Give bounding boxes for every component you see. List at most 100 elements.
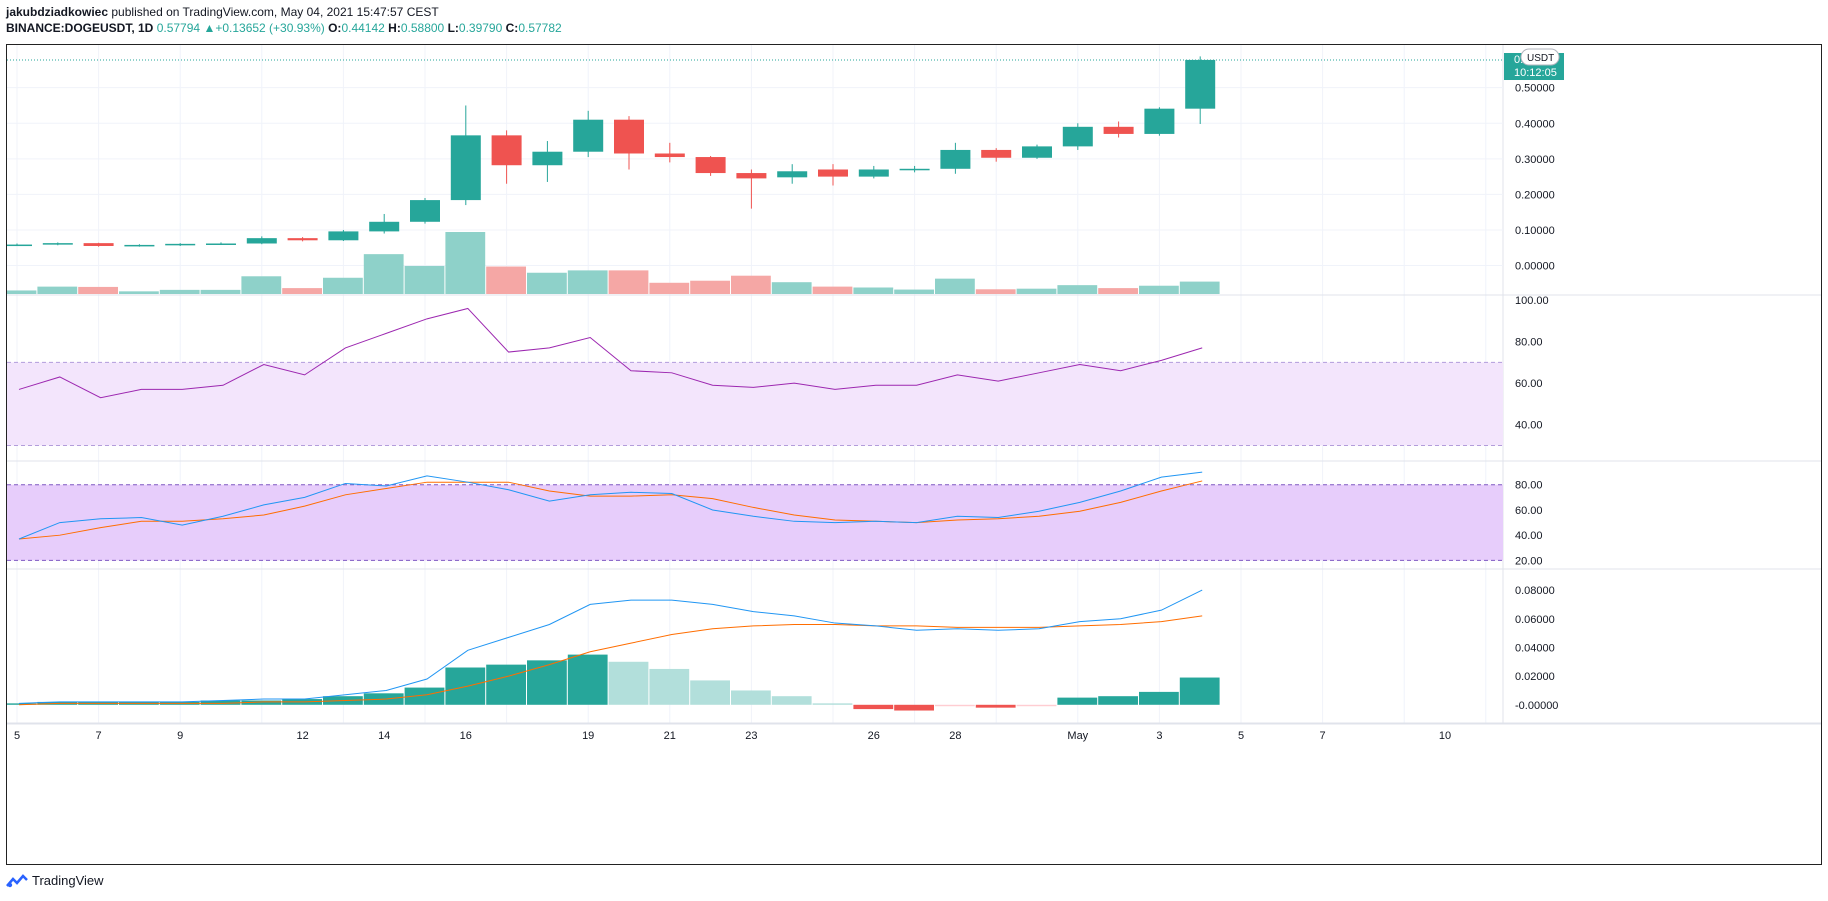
stoch-axis-label: 40.00 bbox=[1515, 530, 1543, 542]
volume-bar bbox=[1057, 285, 1098, 294]
price-axis-label: 0.00000 bbox=[1515, 261, 1555, 273]
candle-body bbox=[899, 168, 930, 171]
candle-body bbox=[246, 238, 277, 244]
volume-bar bbox=[894, 289, 934, 294]
macd-histogram-bar bbox=[1179, 677, 1220, 705]
candle-body bbox=[1103, 126, 1134, 134]
author-name[interactable]: jakubdziadkowiec bbox=[6, 5, 109, 19]
time-axis-label: 23 bbox=[745, 730, 757, 742]
bar-countdown: 10:12:05 bbox=[1514, 67, 1557, 79]
macd-histogram-bar bbox=[1139, 691, 1179, 705]
price-axis-label: 0.10000 bbox=[1515, 225, 1555, 237]
candle-body bbox=[532, 151, 563, 166]
volume-bar bbox=[119, 291, 159, 294]
open-label: O: bbox=[328, 21, 342, 35]
macd-histogram-bar bbox=[1098, 696, 1138, 705]
chart-header: jakubdziadkowiec published on TradingVie… bbox=[6, 4, 562, 36]
macd-axis-label: -0.00000 bbox=[1515, 700, 1558, 712]
time-axis-label: 7 bbox=[96, 730, 102, 742]
volume-bar bbox=[935, 278, 975, 294]
macd-axis-label: 0.04000 bbox=[1515, 642, 1555, 654]
macd-signal-line bbox=[18, 615, 1203, 706]
volume-bar bbox=[159, 289, 200, 294]
candle-body bbox=[858, 169, 889, 177]
chart-canvas[interactable]: 0.50000 0.40000 0.30000 0.20000 0.10000 0.000… bbox=[0, 45, 1821, 864]
price-axis-label: 0.30000 bbox=[1515, 154, 1555, 166]
macd-histogram-bar bbox=[690, 680, 730, 705]
macd-histogram-bar bbox=[975, 704, 1016, 708]
time-axis-label: 16 bbox=[460, 730, 472, 742]
volume-bar bbox=[282, 288, 322, 294]
macd-line bbox=[18, 589, 1203, 704]
time-axis-label: 3 bbox=[1156, 730, 1162, 742]
stoch-k-line bbox=[18, 471, 1203, 540]
rsi-axis-label: 100.00 bbox=[1515, 295, 1549, 307]
candle-body bbox=[695, 157, 726, 174]
high-label: H: bbox=[388, 21, 401, 35]
candle-body bbox=[410, 200, 440, 222]
time-axis-label: 9 bbox=[177, 730, 183, 742]
candle-body bbox=[165, 243, 196, 246]
rsi-axis-label: 40.00 bbox=[1515, 420, 1543, 432]
tradingview-footer[interactable]: TradingView bbox=[6, 873, 104, 888]
macd-histogram-bar bbox=[241, 700, 282, 705]
time-axis-label: 5 bbox=[1238, 730, 1244, 742]
candle-body bbox=[206, 243, 236, 245]
volume-bar bbox=[567, 270, 608, 294]
volume-bar bbox=[1139, 285, 1179, 294]
candle-body bbox=[491, 135, 522, 166]
macd-histogram-bar bbox=[894, 704, 934, 711]
volume-bar bbox=[608, 270, 649, 294]
rsi-axis-label: 60.00 bbox=[1515, 378, 1543, 390]
time-axis-label: 14 bbox=[378, 730, 390, 742]
volume-bar bbox=[771, 282, 812, 294]
volume-bar bbox=[690, 280, 730, 294]
macd-histogram-bar bbox=[445, 667, 486, 705]
macd-histogram-bar bbox=[1016, 704, 1057, 707]
chart-frame[interactable]: 0.50000 0.40000 0.30000 0.20000 0.10000 0.000… bbox=[0, 44, 1822, 865]
macd-histogram-bar bbox=[567, 654, 608, 705]
volume-bar bbox=[0, 290, 37, 294]
macd-histogram-bar bbox=[0, 703, 37, 705]
volume-bar bbox=[1016, 288, 1057, 294]
candle-body bbox=[573, 119, 604, 152]
macd-histogram-bar bbox=[771, 696, 812, 705]
time-axis-label: May bbox=[1067, 730, 1088, 742]
stoch-axis-label: 80.00 bbox=[1515, 480, 1543, 492]
candle-body bbox=[1062, 126, 1093, 147]
candle-body bbox=[818, 169, 848, 177]
candle-body bbox=[614, 119, 644, 154]
macd-axis-label: 0.06000 bbox=[1515, 614, 1555, 626]
macd-histogram-bar bbox=[200, 700, 241, 705]
time-axis-label: 19 bbox=[582, 730, 594, 742]
candle-body bbox=[736, 173, 767, 179]
volume-series bbox=[0, 232, 1220, 294]
rsi-line bbox=[18, 307, 1203, 399]
macd-histogram-bar bbox=[1057, 697, 1098, 705]
candle-body bbox=[777, 171, 808, 178]
volume-bar bbox=[200, 289, 241, 294]
high-value: 0.58800 bbox=[400, 21, 445, 35]
macd-histogram-bar bbox=[935, 704, 975, 707]
volume-bar bbox=[812, 286, 853, 294]
time-axis-label: 28 bbox=[949, 730, 961, 742]
price-axis-label: 0.20000 bbox=[1515, 189, 1555, 201]
volume-bar bbox=[527, 272, 567, 294]
macd-histogram-bar bbox=[404, 687, 445, 705]
candle-body bbox=[369, 221, 400, 232]
up-arrow-icon: ▲ bbox=[203, 21, 216, 35]
candle-body bbox=[1022, 146, 1052, 158]
volume-bar bbox=[731, 275, 771, 294]
volume-bar bbox=[975, 289, 1016, 294]
macd-axis-label: 0.08000 bbox=[1515, 585, 1555, 597]
price-axis-label: 0.50000 bbox=[1515, 83, 1555, 95]
candle-body bbox=[2, 244, 32, 247]
volume-bar bbox=[241, 276, 282, 294]
macd-histogram-bar bbox=[812, 703, 853, 705]
candle-body bbox=[940, 149, 971, 169]
macd-axis-label: 0.02000 bbox=[1515, 671, 1555, 683]
last-price: 0.57794 bbox=[156, 21, 201, 35]
volume-bar bbox=[363, 254, 404, 294]
macd-histogram-bar bbox=[527, 660, 567, 705]
candle-body bbox=[1185, 59, 1216, 109]
